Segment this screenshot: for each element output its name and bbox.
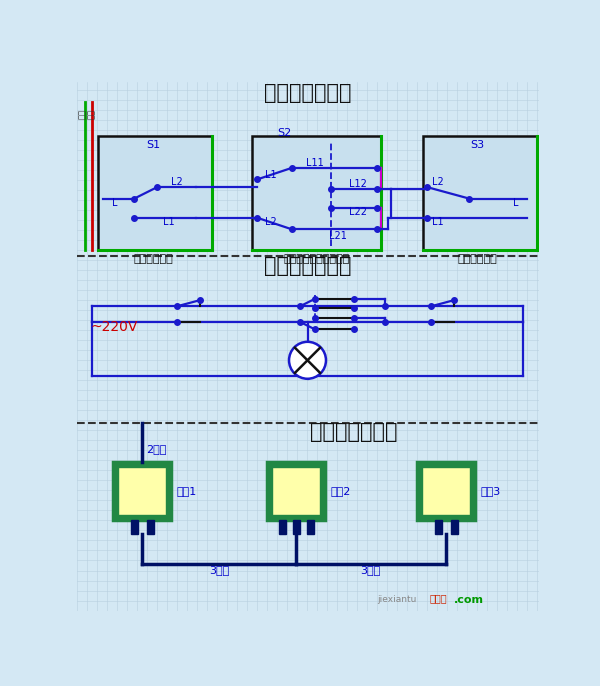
Text: L12: L12	[349, 179, 367, 189]
Text: 开关1: 开关1	[176, 486, 197, 496]
Text: S1: S1	[146, 140, 161, 150]
Text: L2: L2	[432, 178, 444, 187]
Bar	[98, 137, 212, 250]
Text: 中途开关（三控开关）: 中途开关（三控开关）	[284, 255, 350, 264]
Text: L21: L21	[329, 230, 347, 241]
Text: L1: L1	[432, 217, 444, 228]
Text: ~220V: ~220V	[91, 320, 138, 334]
Text: L1: L1	[163, 217, 175, 228]
Bar	[272, 467, 320, 515]
Bar	[293, 521, 300, 534]
Bar	[118, 467, 166, 515]
Text: .com: .com	[454, 595, 484, 605]
Bar	[279, 521, 286, 534]
Bar	[422, 467, 470, 515]
Text: 相线: 相线	[78, 109, 87, 119]
Text: S2: S2	[277, 128, 292, 138]
Text: 开关2: 开关2	[331, 486, 351, 496]
Bar	[252, 137, 382, 250]
Text: 火线: 火线	[86, 109, 95, 119]
Text: 单开双控开关: 单开双控开关	[457, 255, 497, 264]
Text: 单开双控开关: 单开双控开关	[134, 255, 173, 264]
Bar	[417, 462, 475, 521]
Text: L1: L1	[265, 171, 277, 180]
Text: L11: L11	[307, 158, 324, 168]
Text: 2根线: 2根线	[146, 444, 167, 454]
Text: S3: S3	[470, 140, 484, 150]
Text: L: L	[512, 198, 518, 209]
Text: 三控开关布线图: 三控开关布线图	[310, 422, 397, 442]
Bar	[436, 521, 442, 534]
Text: 接线图: 接线图	[429, 593, 447, 603]
Circle shape	[289, 342, 326, 379]
Bar	[307, 521, 314, 534]
Text: L2: L2	[171, 178, 182, 187]
Bar	[131, 521, 138, 534]
Bar	[266, 462, 325, 521]
Text: 3根线: 3根线	[361, 565, 381, 575]
Text: L2: L2	[265, 217, 277, 226]
Bar	[113, 462, 171, 521]
Text: 三控开关原理图: 三控开关原理图	[264, 256, 351, 276]
Text: L: L	[112, 198, 118, 209]
Text: 开关3: 开关3	[481, 486, 501, 496]
Text: jiexiantu: jiexiantu	[377, 595, 416, 604]
Bar	[146, 521, 154, 534]
Bar	[423, 137, 537, 250]
Text: 三控开关接线图: 三控开关接线图	[264, 83, 351, 103]
Text: 3根线: 3根线	[209, 565, 229, 575]
Text: L22: L22	[349, 207, 367, 217]
Bar	[451, 521, 458, 534]
